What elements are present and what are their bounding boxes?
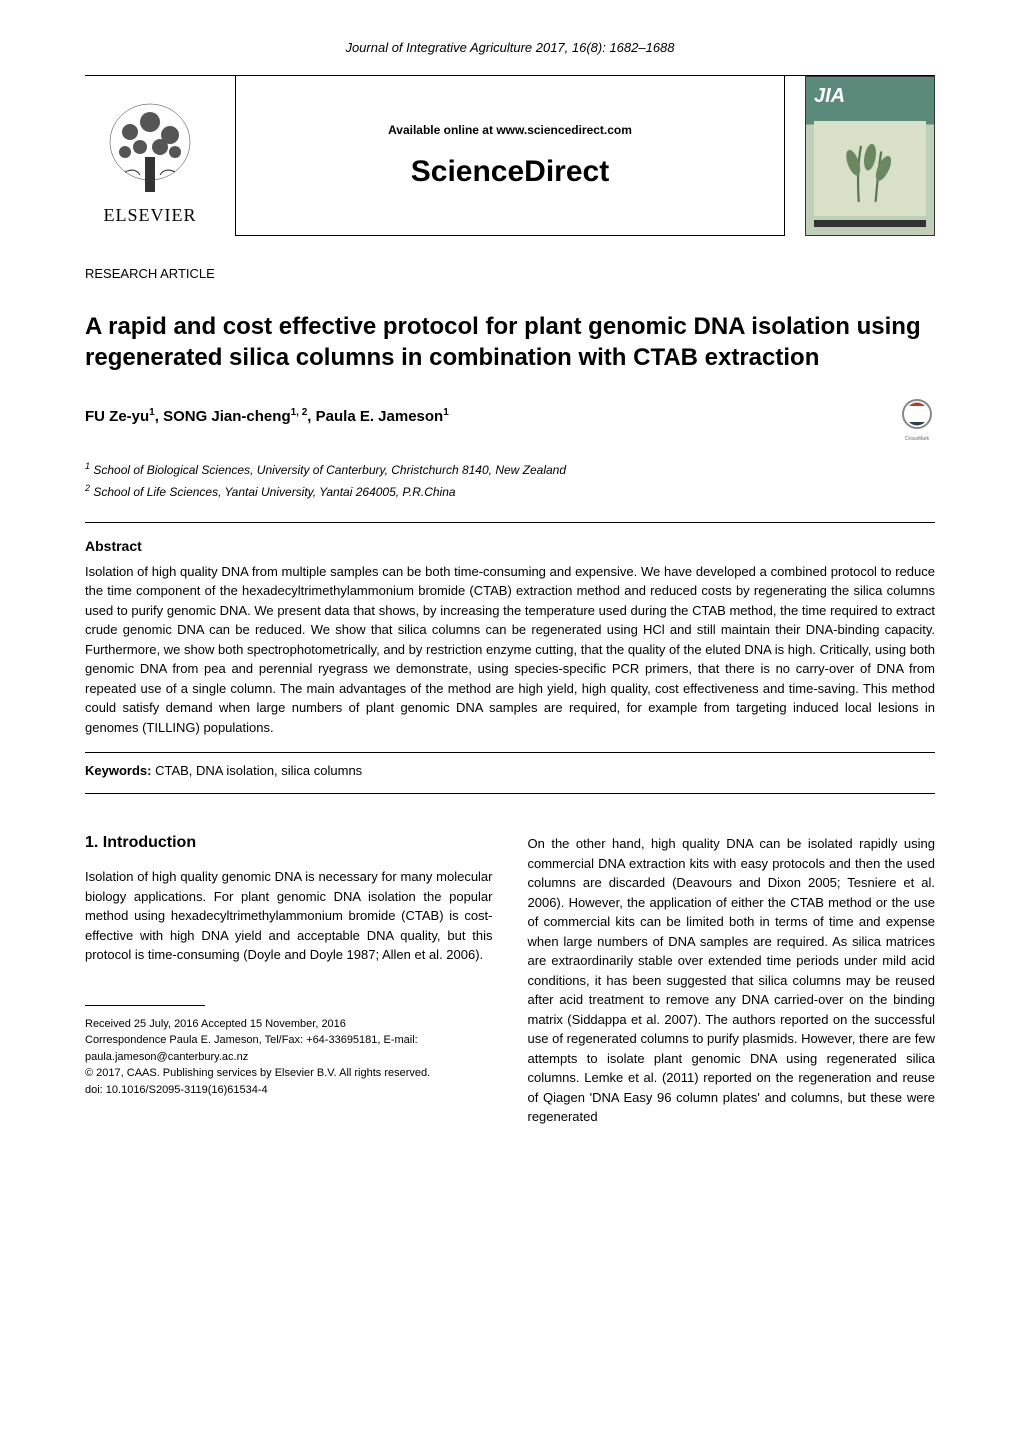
journal-citation: Journal of Integrative Agriculture 2017,…	[85, 40, 935, 55]
science-direct-title: ScienceDirect	[411, 155, 609, 189]
author-1: FU Ze-yu	[85, 408, 149, 425]
footer-info: Received 25 July, 2016 Accepted 15 Novem…	[85, 995, 493, 1099]
article-type: RESEARCH ARTICLE	[85, 266, 935, 281]
authors-row: FU Ze-yu 1, SONG Jian-cheng1, 2, Paula E.…	[85, 398, 935, 434]
crossmark-label: CrossMark	[905, 436, 930, 442]
affiliation-1: 1 School of Biological Sciences, Univers…	[85, 459, 935, 480]
doi-line: doi: 10.1016/S2095-3119(16)61534-4	[85, 1082, 493, 1099]
left-column: 1. Introduction Isolation of high qualit…	[85, 834, 493, 1127]
authors: FU Ze-yu 1, SONG Jian-cheng1, 2, Paula E.…	[85, 407, 449, 425]
header-row: ELSEVIER Available online at www.science…	[85, 75, 935, 236]
correspondence-line: Correspondence Paula E. Jameson, Tel/Fax…	[85, 1032, 493, 1065]
author-2-sup: 1, 2	[291, 407, 308, 418]
author-sep-1: ,	[155, 408, 163, 425]
keywords: Keywords: CTAB, DNA isolation, silica co…	[85, 752, 935, 778]
affiliations: 1 School of Biological Sciences, Univers…	[85, 459, 935, 501]
elsevier-tree-icon	[105, 97, 195, 197]
abstract-heading: Abstract	[85, 538, 935, 554]
jia-cover: JIA	[805, 76, 935, 236]
body-columns: 1. Introduction Isolation of high qualit…	[85, 834, 935, 1127]
elsevier-text: ELSEVIER	[104, 205, 197, 226]
science-direct-block: Available online at www.sciencedirect.co…	[235, 76, 785, 236]
aff-2-text: School of Life Sciences, Yantai Universi…	[90, 485, 456, 499]
article-title: A rapid and cost effective protocol for …	[85, 311, 935, 373]
affiliation-2: 2 School of Life Sciences, Yantai Univer…	[85, 481, 935, 502]
intro-col2-text: On the other hand, high quality DNA can …	[528, 834, 936, 1127]
author-sep-2: ,	[307, 408, 315, 425]
author-3: Paula E. Jameson	[316, 408, 444, 425]
footer-divider	[85, 1005, 205, 1006]
keywords-text: CTAB, DNA isolation, silica columns	[151, 763, 362, 778]
intro-heading: 1. Introduction	[85, 834, 493, 852]
keywords-label: Keywords:	[85, 763, 151, 778]
abstract-text: Isolation of high quality DNA from multi…	[85, 562, 935, 738]
jia-cover-image	[814, 121, 926, 216]
author-3-sup: 1	[443, 407, 449, 418]
jia-cover-footer	[814, 220, 926, 227]
crossmark-badge[interactable]: CrossMark	[899, 398, 935, 434]
copyright-line: © 2017, CAAS. Publishing services by Els…	[85, 1065, 493, 1082]
right-column: On the other hand, high quality DNA can …	[528, 834, 936, 1127]
jia-cover-top: JIA	[814, 85, 926, 117]
intro-col1-text: Isolation of high quality genomic DNA is…	[85, 867, 493, 965]
author-2: SONG Jian-cheng	[163, 408, 291, 425]
elsevier-logo: ELSEVIER	[85, 76, 215, 236]
available-online-text: Available online at www.sciencedirect.co…	[388, 123, 632, 137]
abstract-section: Abstract Isolation of high quality DNA f…	[85, 522, 935, 795]
jia-letters: JIA	[814, 85, 845, 108]
received-line: Received 25 July, 2016 Accepted 15 Novem…	[85, 1016, 493, 1033]
aff-1-text: School of Biological Sciences, Universit…	[90, 463, 566, 477]
